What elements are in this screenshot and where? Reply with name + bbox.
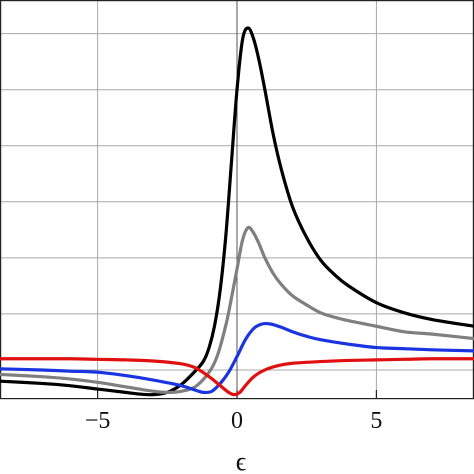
x-axis-label: ϵ (236, 447, 247, 474)
plot-frame (0, 0, 474, 400)
x-tick-label-1: 0 (231, 408, 243, 434)
series-line-2 (0, 321, 474, 395)
series-line-3 (0, 357, 474, 397)
series-line-1 (0, 225, 474, 394)
x-tick-label-2: 5 (370, 408, 382, 434)
series-lines (0, 26, 474, 397)
series-line-0 (0, 26, 474, 397)
x-tick-label-0: −5 (85, 408, 111, 434)
x-tick-labels: −5 0 5 (85, 408, 383, 434)
axes (0, 0, 474, 400)
